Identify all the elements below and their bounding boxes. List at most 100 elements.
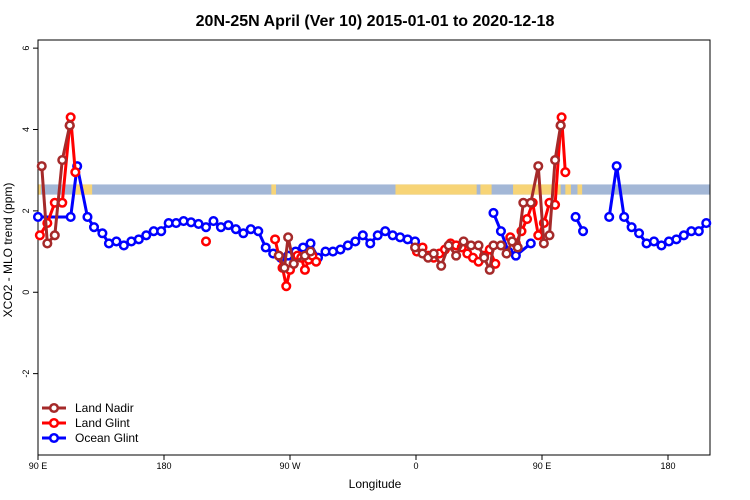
- data-point: [141, 230, 152, 241]
- data-point: [82, 211, 93, 223]
- data-point: [522, 213, 533, 225]
- y-tick-label: 2: [21, 208, 31, 213]
- data-point: [648, 236, 660, 247]
- data-point: [578, 226, 589, 237]
- legend-entry: Land Nadir: [42, 401, 134, 415]
- legend-entry: Ocean Glint: [42, 431, 139, 445]
- data-point: [372, 230, 383, 241]
- y-tick-label: 6: [21, 46, 31, 51]
- legend-marker: [48, 402, 60, 414]
- data-point: [365, 238, 376, 249]
- data-point: [458, 236, 469, 247]
- data-point: [488, 207, 499, 218]
- plot-frame: [37, 39, 711, 456]
- y-tick-label: 0: [21, 290, 31, 295]
- data-point: [111, 236, 122, 247]
- data-point: [544, 230, 555, 241]
- data-point: [49, 230, 60, 241]
- data-point: [273, 250, 284, 261]
- data-point: [533, 161, 544, 172]
- legend-label: Land Nadir: [75, 401, 134, 415]
- data-point: [118, 240, 129, 251]
- data-point: [42, 238, 53, 249]
- data-point: [283, 232, 294, 243]
- data-point: [443, 240, 454, 251]
- y-tick-label: -2: [21, 370, 31, 378]
- data-point: [223, 220, 234, 231]
- data-point: [556, 112, 567, 123]
- data-point: [656, 240, 667, 251]
- land-band-segment: [513, 184, 561, 195]
- data-point: [34, 230, 45, 241]
- legend-label: Land Glint: [75, 416, 130, 430]
- data-point: [281, 281, 292, 292]
- data-point: [380, 226, 391, 237]
- land-band-segment: [395, 184, 477, 195]
- data-point: [436, 260, 447, 271]
- data-point: [451, 250, 462, 261]
- data-point: [200, 236, 212, 247]
- ocean-band: [38, 184, 710, 195]
- data-point: [678, 230, 689, 241]
- data-point: [342, 240, 353, 251]
- data-point: [533, 230, 544, 241]
- land-band-segment: [271, 184, 276, 195]
- data-point: [200, 222, 212, 233]
- plot-border: [37, 39, 711, 456]
- data-point: [512, 242, 523, 253]
- x-tick-label: 90 E: [533, 461, 552, 471]
- data-point: [634, 228, 645, 239]
- series-land-nadir: [36, 120, 566, 275]
- data-point: [501, 248, 512, 259]
- data-point: [260, 242, 271, 253]
- legend-label: Ocean Glint: [75, 431, 139, 445]
- data-point: [701, 218, 712, 229]
- data-point: [65, 211, 76, 223]
- data-point: [495, 240, 506, 251]
- land-band-segment: [480, 184, 492, 195]
- data-point: [156, 226, 167, 237]
- data-point: [604, 211, 615, 223]
- data-point: [253, 226, 264, 237]
- data-point: [510, 250, 521, 261]
- series-layer: [32, 112, 712, 292]
- legend-entry: Land Glint: [42, 416, 130, 430]
- data-point: [288, 258, 299, 269]
- data-point: [36, 161, 47, 172]
- data-point: [560, 167, 571, 178]
- series-ocean-glint: [32, 161, 712, 263]
- data-point: [279, 262, 290, 273]
- data-point: [311, 256, 322, 267]
- data-point: [64, 120, 75, 131]
- data-point: [305, 238, 316, 249]
- x-axis-label: Longitude: [349, 477, 402, 491]
- x-tick-label: 90 W: [279, 461, 301, 471]
- data-point: [479, 252, 490, 263]
- data-point: [507, 236, 518, 247]
- legend-marker: [48, 432, 60, 444]
- data-point: [570, 211, 581, 223]
- data-point: [133, 234, 144, 245]
- data-point: [208, 216, 219, 227]
- data-point: [70, 167, 81, 178]
- data-point: [693, 226, 704, 237]
- land-ocean-band: [38, 184, 710, 195]
- data-point: [473, 240, 484, 251]
- land-band-segment: [565, 184, 571, 195]
- x-tick-label: 90 E: [29, 461, 48, 471]
- y-axis-label: XCO2 - MLO trend (ppm): [1, 183, 15, 318]
- data-point: [611, 161, 622, 172]
- data-point: [32, 211, 44, 223]
- land-band-segment: [75, 184, 93, 195]
- data-point: [538, 238, 549, 249]
- data-point: [230, 224, 241, 235]
- data-point: [88, 222, 100, 233]
- data-point: [484, 264, 495, 275]
- chart-title: 20N-25N April (Ver 10) 2015-01-01 to 202…: [196, 13, 555, 30]
- data-point: [555, 120, 566, 131]
- land-band-segment: [577, 184, 583, 195]
- data-point: [410, 242, 421, 253]
- data-point: [671, 234, 682, 245]
